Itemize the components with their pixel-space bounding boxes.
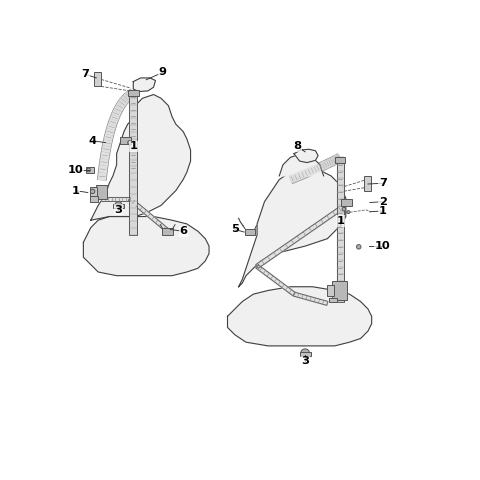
Polygon shape: [294, 149, 318, 163]
Bar: [329, 298, 337, 302]
Polygon shape: [279, 154, 324, 176]
Text: 7: 7: [81, 69, 89, 79]
Bar: [96, 185, 107, 199]
Bar: [162, 228, 173, 235]
Polygon shape: [101, 197, 130, 201]
Text: 2: 2: [379, 197, 387, 207]
Text: 6: 6: [179, 226, 187, 236]
Circle shape: [90, 189, 95, 193]
Bar: [245, 229, 255, 235]
Circle shape: [347, 211, 350, 214]
Bar: [120, 137, 132, 144]
Text: 1: 1: [336, 216, 344, 226]
Circle shape: [337, 223, 341, 227]
Polygon shape: [132, 95, 172, 117]
Polygon shape: [337, 158, 342, 281]
Polygon shape: [256, 265, 295, 296]
Circle shape: [115, 202, 122, 209]
Text: 7: 7: [379, 178, 387, 188]
Bar: [364, 176, 371, 191]
Text: 10: 10: [375, 241, 391, 251]
Bar: [300, 352, 311, 356]
Circle shape: [357, 245, 361, 249]
Polygon shape: [239, 168, 346, 287]
Text: 1: 1: [72, 186, 79, 196]
Bar: [333, 281, 347, 300]
Polygon shape: [131, 90, 135, 168]
Bar: [90, 196, 98, 202]
Text: 1: 1: [379, 206, 387, 216]
Bar: [327, 285, 334, 296]
Polygon shape: [128, 197, 170, 233]
Text: 8: 8: [293, 141, 301, 151]
Bar: [95, 72, 101, 86]
Bar: [129, 91, 137, 235]
Circle shape: [87, 168, 90, 172]
Bar: [336, 157, 344, 301]
Bar: [335, 157, 346, 163]
Polygon shape: [84, 216, 209, 276]
Text: 4: 4: [89, 136, 96, 146]
Bar: [86, 167, 95, 173]
Circle shape: [300, 349, 310, 358]
Text: 10: 10: [68, 165, 84, 175]
Text: 1: 1: [129, 141, 137, 151]
Text: 9: 9: [159, 67, 167, 77]
Text: 3: 3: [301, 357, 309, 366]
Text: 5: 5: [231, 225, 239, 234]
Bar: [341, 199, 352, 206]
Circle shape: [342, 207, 346, 211]
Bar: [90, 187, 96, 196]
Polygon shape: [91, 109, 191, 220]
Polygon shape: [256, 207, 341, 268]
Circle shape: [128, 141, 132, 144]
Polygon shape: [133, 78, 156, 92]
Polygon shape: [228, 287, 372, 346]
Polygon shape: [293, 292, 328, 305]
Bar: [113, 204, 124, 208]
Bar: [128, 91, 139, 96]
Text: 3: 3: [115, 205, 122, 215]
